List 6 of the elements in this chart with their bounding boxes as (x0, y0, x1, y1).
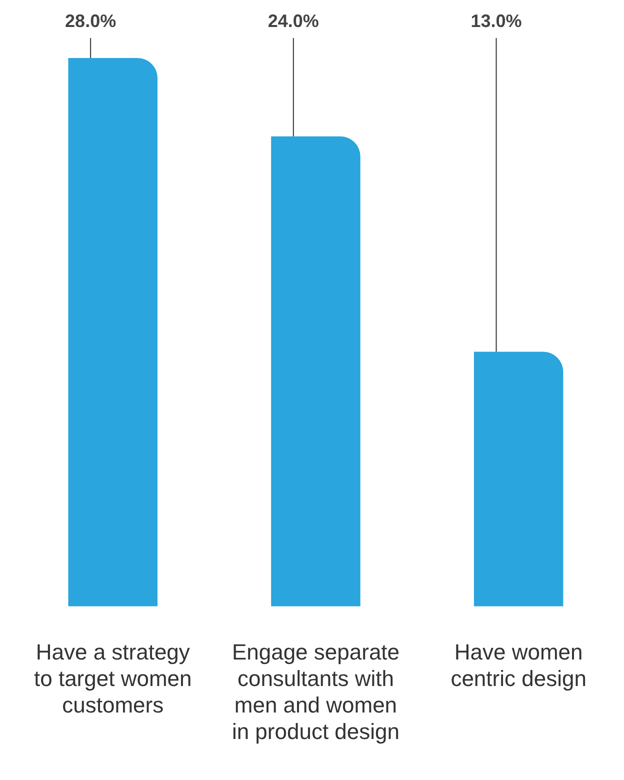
data-label: 24.0% (268, 10, 319, 31)
data-label: 13.0% (470, 10, 522, 31)
data-label: 28.0% (65, 10, 116, 31)
x-tick-label: Engage separate consultants with men and women in product design (232, 640, 400, 744)
x-tick-label: Have a strategy to target women customers (34, 640, 192, 718)
x-tick-label: Have women centric design (450, 640, 586, 692)
